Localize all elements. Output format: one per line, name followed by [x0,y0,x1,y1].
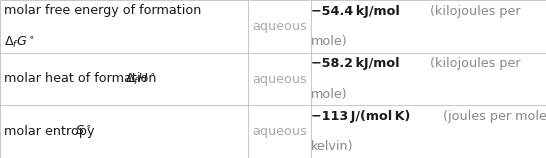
Text: (joules per mole: (joules per mole [440,110,546,123]
Text: kelvin): kelvin) [311,140,354,153]
Text: aqueous: aqueous [252,73,307,85]
Text: (kilojoules per: (kilojoules per [425,58,520,70]
Text: molar heat of formation: molar heat of formation [4,73,161,85]
Text: $S^\circ$: $S^\circ$ [75,125,92,138]
Text: mole): mole) [311,88,348,100]
Text: mole): mole) [311,35,348,48]
Text: $\Delta_f H^\circ$: $\Delta_f H^\circ$ [125,71,156,87]
Text: −54.4 kJ/mol: −54.4 kJ/mol [311,5,400,18]
Text: aqueous: aqueous [252,125,307,138]
Text: aqueous: aqueous [252,20,307,33]
Text: molar entropy: molar entropy [4,125,99,138]
Text: −113 J/(mol K): −113 J/(mol K) [311,110,411,123]
Text: $\Delta_f G^\circ$: $\Delta_f G^\circ$ [4,35,35,50]
Text: −58.2 kJ/mol: −58.2 kJ/mol [311,58,400,70]
Text: molar free energy of formation: molar free energy of formation [4,4,201,17]
Text: (kilojoules per: (kilojoules per [426,5,520,18]
